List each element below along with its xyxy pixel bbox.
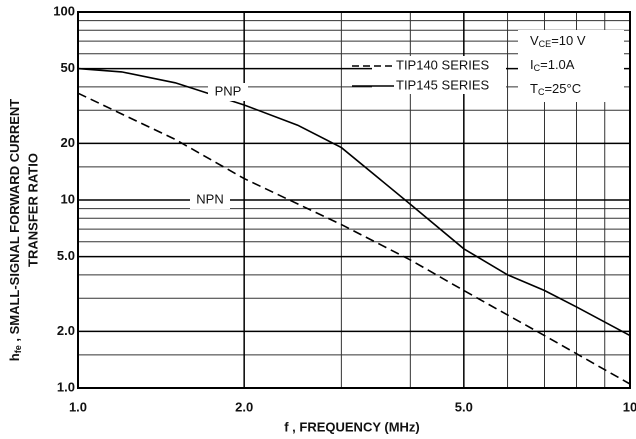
condition-value: =1.0A [540,57,575,72]
series-line [77,67,631,337]
plot-frame [77,11,631,389]
series-line [77,92,631,385]
condition-value: =10 V [551,33,586,48]
condition: TC=25°C [530,81,581,97]
label-bg [190,191,230,209]
y-axis-label-2: TRANSFER RATIO [25,153,40,267]
condition: IC=1.0A [530,57,575,73]
condition-sub: CE [539,39,552,49]
x-tick-label: 5.0 [455,399,473,414]
condition-value: =25°C [544,81,581,96]
x-tick-label: 10 [623,399,636,414]
condition-symbol: I [530,57,534,72]
curve-label: PNP [215,83,242,98]
y-label-rest: , SMALL-SIGNAL FORWARD CURRENT [7,99,22,346]
x-tick-label: 2.0 [235,399,253,414]
y-label-sub: fe [13,345,23,353]
condition-sub: C [538,87,545,97]
conditions-box [518,30,624,102]
curve-label: NPN [196,191,223,206]
y-tick-label: 20 [61,135,75,150]
legend-box [372,56,506,94]
x-axis-label: f , FREQUENCY (MHz) [284,419,420,434]
condition-symbol: V [530,33,539,48]
y-label-main: h [7,353,22,361]
condition-sub: C [534,63,541,73]
legend-label: TIP145 SERIES [396,77,490,92]
condition: VCE=10 V [530,33,586,49]
y-tick-label: 50 [61,60,75,75]
condition-symbol: T [530,81,538,96]
y-tick-label: 1.0 [57,379,75,394]
y-axis-label: hfe , SMALL-SIGNAL FORWARD CURRENT [7,99,23,362]
y-tick-label: 100 [53,3,75,18]
x-tick-label: 1.0 [69,399,87,414]
y-tick-label: 5.0 [57,248,75,263]
y-tick-label: 2.0 [57,323,75,338]
y-tick-label: 10 [61,191,75,206]
legend-label: TIP140 SERIES [396,57,490,72]
label-bg [208,83,248,101]
